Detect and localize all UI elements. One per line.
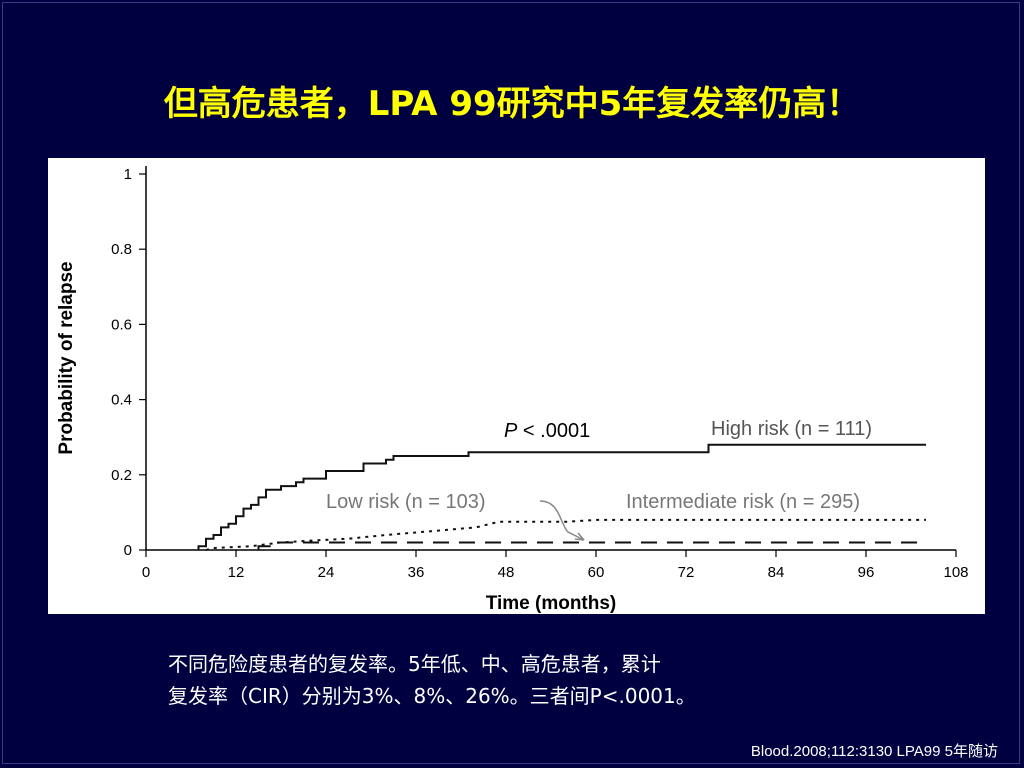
x-tick-label: 12 [228, 564, 245, 581]
series-layer [197, 443, 926, 551]
y-tick-label: 1 [124, 166, 132, 183]
caption-line-2: 复发率（CIR）分别为3%、8%、26%。三者间P<.0001。 [168, 684, 696, 708]
x-tick-label: 84 [768, 564, 785, 581]
y-tick-label: 0 [124, 542, 132, 559]
series-line-solid [197, 443, 926, 550]
pvalue-italic: P [504, 420, 518, 442]
x-tick-label: 60 [588, 564, 605, 581]
caption-line-1: 不同危险度患者的复发率。5年低、中、高危患者，累计 [168, 652, 661, 676]
x-tick-label: 0 [142, 564, 150, 581]
x-tick-label: 36 [408, 564, 425, 581]
y-tick-label: 0.4 [111, 392, 132, 409]
chart-panel: 0 12 24 36 48 60 72 84 96 108 0 0.2 0.4 0.6 0.8 1 Proba… [48, 158, 985, 614]
caption: 不同危险度患者的复发率。5年低、中、高危患者，累计 复发率（CIR）分别为3%、… [168, 648, 828, 712]
citation: Blood.2008;112:3130 LPA99 5年随访 [750, 743, 998, 760]
low-risk-connector [539, 500, 585, 541]
chart-axes [145, 166, 956, 551]
tick-group: 0 12 24 36 48 60 72 84 96 108 0 0.2 0.4 0.6 0.8 1 [111, 166, 968, 581]
x-tick-label: 24 [318, 564, 335, 581]
y-tick-label: 0.2 [111, 467, 132, 484]
relapse-chart: 0 12 24 36 48 60 72 84 96 108 0 0.2 0.4 0.6 0.8 1 Proba… [56, 166, 969, 614]
x-tick-label: 108 [943, 564, 968, 581]
intermediate-risk-label: Intermediate risk (n = 295) [626, 491, 860, 513]
x-tick-label: 48 [498, 564, 515, 581]
pvalue-rest: < .0001 [517, 420, 590, 442]
x-axis-label: Time (months) [486, 593, 617, 614]
y-axis-label: Probability of relapse [56, 261, 77, 454]
high-risk-label: High risk (n = 111) [711, 418, 872, 440]
y-tick-label: 0.8 [111, 241, 132, 258]
low-risk-label: Low risk (n = 103) [326, 491, 486, 513]
series-line-dashed [257, 541, 926, 550]
low-risk-connector-arrow [574, 532, 585, 541]
x-tick-label: 96 [858, 564, 875, 581]
x-tick-label: 72 [678, 564, 695, 581]
pvalue-annotation: P < .0001 [504, 420, 590, 442]
slide-title: 但高危患者，LPA 99研究中5年复发率仍高！ [163, 84, 861, 124]
y-tick-label: 0.6 [111, 316, 132, 333]
series-line-dotted [205, 518, 926, 551]
